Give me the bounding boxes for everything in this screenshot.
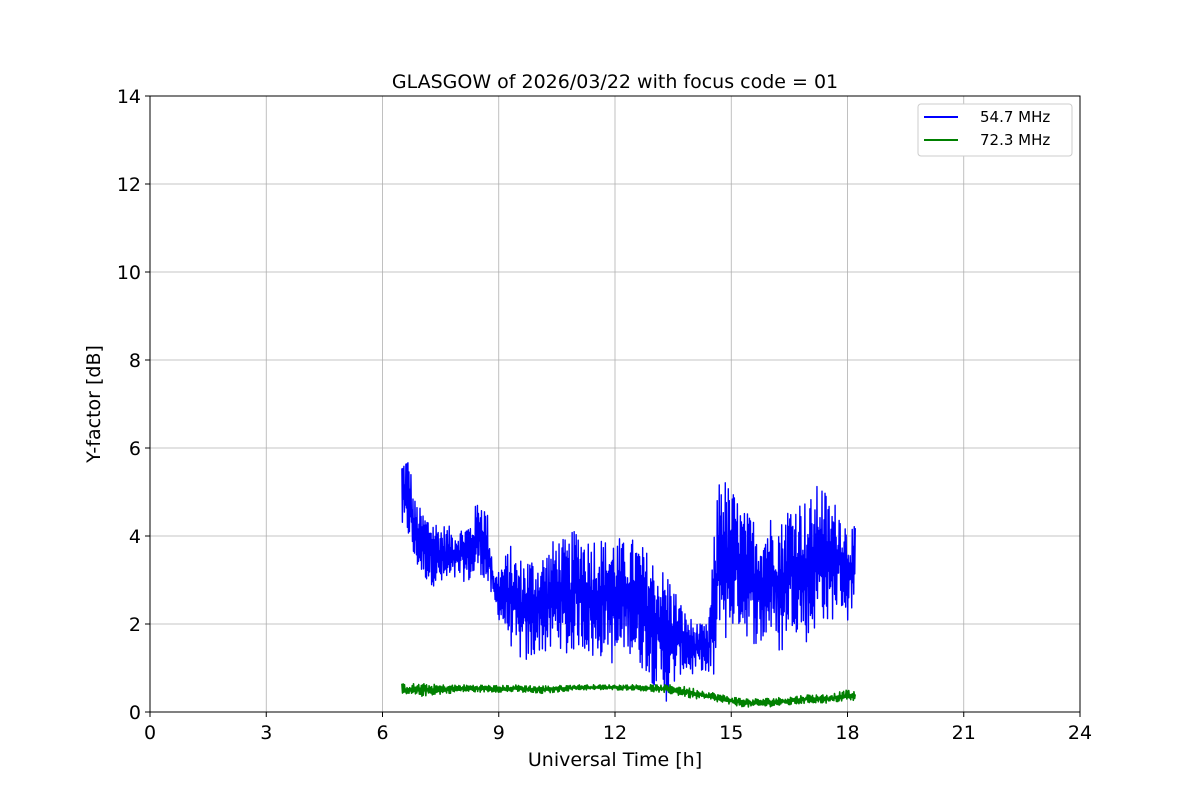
y-tick-label: 14 <box>117 86 141 108</box>
legend-label-54-7-mhz: 54.7 MHz <box>980 108 1050 126</box>
x-tick-label: 15 <box>719 722 743 744</box>
y-axis-label: Y-factor [dB] <box>83 345 105 464</box>
x-tick-label: 21 <box>952 722 976 744</box>
y-tick-label: 4 <box>129 526 141 548</box>
series-layer <box>401 462 857 708</box>
series-line-54-7-mhz <box>401 462 856 702</box>
x-tick-label: 9 <box>493 722 505 744</box>
x-tick-label: 3 <box>260 722 272 744</box>
legend-label-72-3-mhz: 72.3 MHz <box>980 131 1050 149</box>
y-tick-label: 0 <box>129 702 141 724</box>
chart-title: GLASGOW of 2026/03/22 with focus code = … <box>392 71 838 93</box>
x-tick-label: 0 <box>144 722 156 744</box>
y-tick-label: 12 <box>117 174 141 196</box>
x-tick-label: 18 <box>835 722 859 744</box>
y-tick-label: 6 <box>129 438 141 460</box>
x-tick-label: 24 <box>1068 722 1092 744</box>
x-tick-label: 6 <box>376 722 388 744</box>
x-axis-label: Universal Time [h] <box>528 749 702 771</box>
y-tick-label: 8 <box>129 350 141 372</box>
y-tick-label: 2 <box>129 614 141 636</box>
x-tick-label: 12 <box>603 722 627 744</box>
y-tick-label: 10 <box>117 262 141 284</box>
legend: 54.7 MHz 72.3 MHz <box>917 103 1073 157</box>
series-line-72-3-mhz <box>401 682 857 708</box>
